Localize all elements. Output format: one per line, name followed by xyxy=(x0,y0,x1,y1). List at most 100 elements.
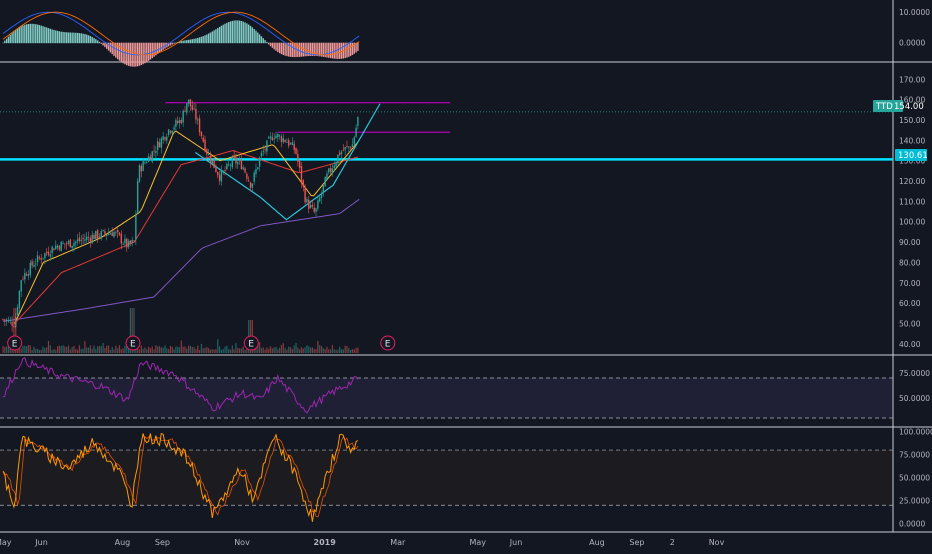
volume-bar xyxy=(184,346,186,353)
macd-histogram-bar xyxy=(200,36,203,44)
macd-histogram-bar xyxy=(340,42,343,59)
volume-bar xyxy=(44,348,46,353)
volume-bar xyxy=(208,348,210,353)
candle-body xyxy=(328,168,330,173)
macd-histogram-bar xyxy=(240,21,243,44)
time-axis[interactable]: May Jun Aug Sep Nov 2019 Mar May Jun Aug Sep 2 Nov xyxy=(0,538,725,547)
candle-body xyxy=(56,245,59,248)
candle-body xyxy=(87,236,90,238)
macd-histogram-bar xyxy=(78,33,81,44)
candle-body xyxy=(229,165,232,166)
candle-body xyxy=(53,248,55,251)
candle-body xyxy=(89,238,92,242)
macd-histogram-bar xyxy=(227,22,230,44)
candle-body xyxy=(306,199,308,203)
macd-histogram-bar xyxy=(249,25,252,44)
volume-bar xyxy=(46,347,48,353)
macd-histogram-bar xyxy=(233,20,235,44)
candle-body xyxy=(273,138,275,140)
candle-body xyxy=(213,158,215,168)
volume-bar xyxy=(279,347,281,353)
volume-bar xyxy=(131,308,133,353)
earnings-marker[interactable]: E xyxy=(243,335,259,351)
macd-pane[interactable] xyxy=(2,11,360,67)
macd-histogram-bar xyxy=(353,42,355,54)
candle-body xyxy=(158,142,161,148)
candle-body xyxy=(9,320,11,322)
macd-histogram-bar xyxy=(76,32,79,44)
candle-body xyxy=(324,177,326,187)
candle-body xyxy=(124,239,126,244)
macd-histogram-bar xyxy=(113,42,115,56)
volume-bar xyxy=(289,347,292,353)
volume-bar xyxy=(271,348,273,353)
candle-body xyxy=(167,129,170,135)
macd-histogram-bar xyxy=(38,25,41,44)
volume-bar xyxy=(266,347,268,353)
macd-histogram-bar xyxy=(211,31,213,44)
volume-bar xyxy=(202,348,204,353)
volume-bar xyxy=(137,347,139,353)
volume-bar xyxy=(175,346,177,353)
candle-body xyxy=(191,105,193,111)
volume-bar xyxy=(253,347,255,353)
macd-histogram-bar xyxy=(167,42,170,47)
volume-bar xyxy=(268,348,270,353)
volume-bar xyxy=(226,345,228,353)
volume-bar xyxy=(24,345,26,353)
candle-body xyxy=(318,197,321,202)
stochastic-pane[interactable] xyxy=(0,432,893,522)
volume-bar xyxy=(300,347,303,353)
volume-bar xyxy=(144,347,146,353)
price-axis[interactable]: 170.00 160.00 150.00 140.00 130.00 120.00 110.… xyxy=(899,8,932,528)
candle-body xyxy=(180,120,183,124)
macd-histogram-bar xyxy=(324,42,326,58)
candle-body xyxy=(315,208,317,212)
candle-body xyxy=(24,273,26,280)
rsi-pane[interactable] xyxy=(0,357,893,419)
macd-histogram-bar xyxy=(107,42,110,51)
macd-histogram-bar xyxy=(238,20,241,44)
volume-bar xyxy=(215,349,217,353)
candle-body xyxy=(349,147,352,149)
time-axis-label: 2 xyxy=(670,538,675,547)
candle-body xyxy=(237,162,239,165)
candle-body xyxy=(355,127,357,137)
earnings-marker[interactable]: E xyxy=(380,335,396,351)
volume-bar xyxy=(244,349,246,353)
macd-histogram-bar xyxy=(71,32,73,44)
earnings-marker[interactable]: E xyxy=(7,335,23,351)
candle-body xyxy=(280,136,283,142)
macd-histogram-bar xyxy=(328,42,330,58)
candle-body xyxy=(62,243,64,245)
volume-bar xyxy=(15,308,17,353)
macd-histogram-bar xyxy=(237,20,239,44)
candle-body xyxy=(22,278,24,280)
candle-body xyxy=(29,262,31,275)
candle-body xyxy=(173,127,175,130)
candle-body xyxy=(115,231,117,233)
price-axis-tick: 140.00 xyxy=(899,136,925,145)
candle-body xyxy=(353,137,355,145)
volume-bar xyxy=(311,347,313,353)
macd-histogram-bar xyxy=(153,42,155,57)
volume-bar xyxy=(228,349,230,353)
earnings-marker[interactable]: E xyxy=(125,335,141,351)
earnings-marker-label: E xyxy=(12,340,18,350)
volume-bar xyxy=(313,348,315,353)
macd-histogram-bar xyxy=(89,36,92,44)
price-axis-tick: 70.00 xyxy=(899,279,921,288)
macd-histogram-bar xyxy=(289,42,292,57)
volume-bar xyxy=(191,347,193,353)
macd-histogram-bar xyxy=(158,42,161,53)
time-axis-label: Sep xyxy=(155,538,170,547)
volume-bar xyxy=(35,348,37,353)
candle-body xyxy=(224,169,226,171)
macd-histogram-bar xyxy=(286,42,288,57)
candle-body xyxy=(111,232,113,236)
volume-bar xyxy=(142,348,144,353)
macd-histogram-bar xyxy=(318,42,321,57)
cup-curve[interactable] xyxy=(195,103,381,221)
